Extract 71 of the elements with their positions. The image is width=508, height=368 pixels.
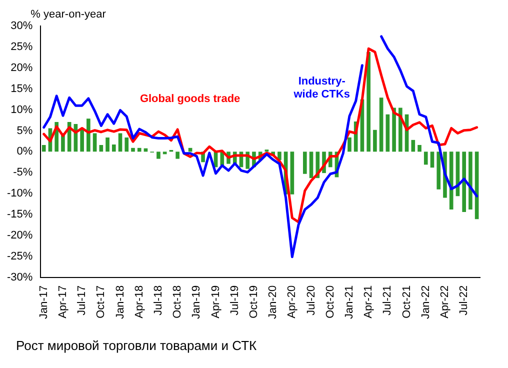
bar bbox=[424, 152, 428, 165]
y-tick-label: 10% bbox=[10, 104, 33, 116]
y-tick-label: 5% bbox=[16, 124, 33, 137]
y-tick-label: -20% bbox=[6, 230, 33, 242]
y-tick-label: -30% bbox=[6, 271, 33, 284]
y-tick-label: -25% bbox=[6, 250, 33, 262]
bar bbox=[131, 148, 135, 152]
y-tick-label: 15% bbox=[10, 82, 33, 95]
x-tick-label: Jul-20 bbox=[305, 285, 318, 316]
bar bbox=[392, 108, 396, 152]
bar bbox=[92, 133, 97, 152]
y-tick-label: -10% bbox=[6, 188, 33, 200]
y-axis-title: % year-on-year bbox=[30, 8, 106, 21]
bar bbox=[398, 108, 402, 152]
y-tick-label: -5% bbox=[13, 166, 33, 179]
bar bbox=[42, 144, 46, 152]
bar bbox=[86, 118, 90, 152]
bar bbox=[436, 152, 441, 190]
bar bbox=[468, 152, 472, 210]
x-tick-label: Jan-18 bbox=[114, 285, 126, 320]
x-tick-label: Oct-21 bbox=[400, 285, 413, 318]
bar bbox=[430, 152, 434, 168]
bar bbox=[112, 144, 116, 152]
bar bbox=[137, 148, 142, 152]
x-tick-label: Jul-22 bbox=[458, 285, 470, 316]
x-tick-label: Jan-19 bbox=[190, 285, 203, 320]
x-tick-label: Jul-21 bbox=[382, 285, 394, 316]
bar bbox=[176, 152, 180, 159]
series-label: Industry-wide CTKs bbox=[292, 75, 350, 100]
y-tick-label: 0% bbox=[16, 146, 33, 158]
y-tick-label: 20% bbox=[10, 62, 33, 74]
bar bbox=[449, 152, 454, 210]
x-tick-label: Jul-19 bbox=[228, 285, 241, 316]
y-tick-label: 25% bbox=[10, 40, 33, 53]
bar bbox=[290, 152, 294, 194]
bar bbox=[124, 137, 129, 152]
bar bbox=[379, 98, 384, 152]
bar bbox=[418, 144, 422, 152]
x-tick-label: Oct-19 bbox=[248, 285, 260, 318]
x-tick-label: Jan-22 bbox=[420, 285, 432, 320]
x-tick-label: Oct-18 bbox=[172, 285, 184, 318]
bar bbox=[309, 152, 314, 178]
y-tick-label: 30% bbox=[10, 20, 33, 32]
x-tick-label: Jul-17 bbox=[76, 285, 88, 316]
bar bbox=[411, 140, 416, 152]
bar bbox=[462, 152, 466, 212]
bar bbox=[386, 114, 390, 152]
bar bbox=[162, 152, 167, 154]
bar bbox=[106, 137, 110, 152]
y-tick-label: -15% bbox=[6, 208, 33, 221]
x-tick-label: Apr-21 bbox=[362, 285, 375, 318]
bar bbox=[303, 152, 307, 174]
bar bbox=[373, 130, 377, 152]
x-tick-label: Jan-20 bbox=[267, 285, 280, 320]
x-tick-label: Apr-18 bbox=[133, 285, 146, 318]
x-tick-label: Jan-17 bbox=[38, 285, 50, 320]
bar bbox=[118, 133, 122, 152]
text: Global goods trade bbox=[140, 92, 240, 105]
x-tick-label: Apr-22 bbox=[439, 285, 452, 318]
x-tick-label: Jul-18 bbox=[152, 285, 164, 316]
bar bbox=[80, 128, 84, 152]
bar bbox=[348, 137, 352, 152]
x-tick-label: Apr-19 bbox=[210, 285, 222, 318]
text: Рост мировой торговли товарами и СТК bbox=[16, 338, 257, 353]
x-tick-label: Apr-20 bbox=[286, 285, 298, 318]
x-tick-label: Oct-17 bbox=[95, 285, 108, 318]
bar bbox=[366, 52, 370, 152]
bar bbox=[156, 152, 160, 159]
x-tick-label: Jan-21 bbox=[344, 285, 356, 320]
x-tick-label: Oct-20 bbox=[324, 285, 336, 318]
x-tick-label: Apr-17 bbox=[56, 285, 69, 318]
